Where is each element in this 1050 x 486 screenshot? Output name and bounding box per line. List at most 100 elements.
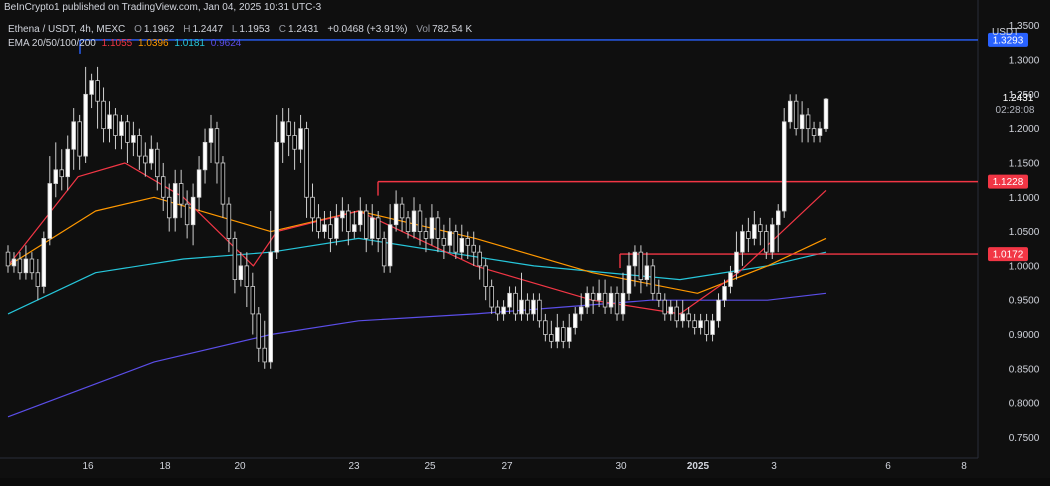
candle-body [471,244,476,253]
candle-body [543,320,548,335]
candle-body [626,265,632,294]
candle-body [644,265,650,280]
y-tick-label: 1.1500 [1009,158,1040,169]
candle-body [459,238,465,253]
candle-body [286,121,291,136]
candle-body [328,224,333,239]
y-tick-label: 1.2500 [1009,90,1040,101]
footer-bar [0,478,1050,486]
candle-body [781,121,787,212]
candle-body [310,196,315,219]
candle-body [555,327,560,342]
candle-body [35,272,41,287]
candle-body [698,320,703,329]
candle-body [710,320,715,335]
ema-label: EMA 20/50/100/200 [8,38,96,49]
ema100-value: 1.0181 [174,38,205,49]
candle-body [155,148,160,178]
open-label: O [134,24,142,35]
candle-body [161,176,166,198]
close-label: C [278,24,286,35]
candle-body [11,258,17,267]
last-price-label: 1.2431 [1003,93,1034,104]
candle-body [417,210,423,232]
candle-body [298,128,303,150]
price-level-label: 1.1228 [993,177,1024,188]
y-tick-label: 1.3500 [1009,21,1040,32]
published-caption: BeInCrypto1 published on TradingView.com… [4,2,322,13]
candle-body [107,114,112,130]
x-tick-label: 30 [615,461,627,472]
candle-body [740,231,745,253]
ema50-line [7,196,827,294]
close-value: 1.2431 [288,24,319,35]
candle-body [346,210,351,232]
candle-body [561,327,566,342]
x-tick-label: 16 [82,461,94,472]
candle-body [602,292,608,308]
candle-body [722,286,727,301]
candle-body [375,217,381,239]
y-tick-label: 0.8000 [1009,399,1040,410]
y-tick-label: 0.9500 [1009,296,1040,307]
candle-body [95,80,100,102]
candle-body [823,98,829,130]
candle-body [119,121,124,136]
candle-body [59,169,64,178]
candle-body [322,224,327,232]
candle-body [131,135,136,143]
candle-body [775,210,781,226]
price-level-label: 1.0172 [993,250,1024,261]
candle-body [316,217,321,232]
candle-body [23,258,29,274]
candle-body [358,210,363,226]
candle-body [620,292,626,315]
candle-body [662,299,668,315]
candle-body [668,306,673,315]
y-tick-label: 1.1000 [1009,193,1040,204]
candle-body [244,265,250,287]
ema-legend: EMA 20/50/100/200 1.1055 1.0396 1.0181 0… [8,38,241,49]
candle-body [214,128,220,164]
candle-body [352,224,357,232]
candle-body [262,347,267,363]
candle-body [650,265,656,294]
candle-body [656,292,662,301]
candle-body [447,231,453,246]
price-level-badge [988,247,1028,262]
candle-body [340,210,345,219]
candle-body [411,210,417,232]
ema100-line [7,237,827,315]
x-tick-label: 23 [348,461,360,472]
ema20-value: 1.1055 [101,38,133,49]
candle-body [787,100,793,123]
x-tick-label: 20 [234,461,246,472]
x-tick-label: 2025 [687,461,710,472]
candle-body [746,231,751,239]
candle-body [369,217,375,239]
price-level-badge [988,174,1028,189]
candle-body [674,306,679,322]
candle-body [704,320,709,335]
candle-body [53,169,59,184]
candle-body [381,238,387,267]
symbol-name: Ethena / USDT, 4h, MEXC [8,24,126,35]
candle-body [149,148,154,164]
candle-body [614,292,620,315]
change-value: +0.0468 (+3.91%) [327,24,408,35]
candle-body [47,183,53,239]
candle-body [734,251,739,274]
candle-body [125,121,130,143]
candle-body [334,217,339,239]
candle-body [638,251,644,280]
candle-body [71,121,76,150]
candle-body [692,320,697,329]
candle-body [399,203,405,219]
candle-body [429,217,435,239]
candle-body [805,114,811,130]
candle-body [364,210,369,239]
x-tick-label: 6 [885,461,891,472]
candle-body [531,299,536,315]
volume-value: 782.54 K [432,24,473,35]
